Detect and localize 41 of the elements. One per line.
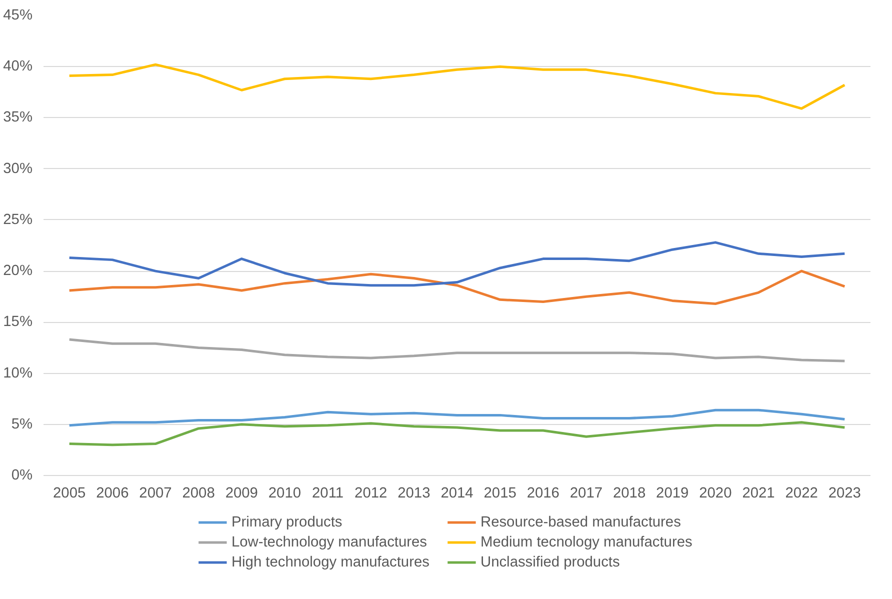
legend-label: Resource-based manufactures (480, 514, 681, 530)
x-tick-label: 2005 (53, 486, 86, 502)
legend-label: Low-technology manufactures (231, 534, 427, 550)
x-tick-label: 2013 (398, 486, 430, 502)
y-tick-label: 40% (3, 58, 33, 75)
x-tick-label: 2012 (354, 486, 388, 502)
x-tick-label: 2015 (484, 486, 516, 502)
legend-label: Medium tecnology manufactures (480, 534, 692, 550)
y-tick-label: 20% (3, 263, 33, 280)
line-series (68, 270, 846, 306)
x-tick-label: 2009 (225, 486, 258, 502)
x-tick-label: 2008 (182, 486, 215, 502)
x-tick-label: 2022 (785, 486, 818, 502)
x-tick-label: 2016 (526, 486, 560, 502)
y-tick-label: 45% (3, 8, 33, 24)
y-tick-label: 15% (3, 314, 33, 330)
line-series (68, 408, 846, 427)
y-tick-label: 10% (3, 365, 33, 382)
y-tick-label: 35% (3, 110, 33, 126)
y-tick-label: 30% (3, 160, 33, 177)
legend-label: High technology manufactures (231, 554, 430, 570)
x-tick-label: 2006 (96, 486, 129, 502)
x-tick-label: 2023 (828, 486, 861, 502)
line-series (68, 63, 846, 110)
y-tick-label: 25% (3, 212, 33, 228)
x-tick-label: 2010 (268, 486, 302, 502)
x-tick-label: 2017 (570, 486, 603, 502)
y-tick-label: 0% (11, 468, 33, 484)
x-tick-label: 2021 (742, 486, 775, 502)
x-tick-label: 2019 (656, 486, 689, 502)
x-tick-label: 2020 (699, 486, 732, 502)
x-tick-label: 2014 (440, 486, 474, 502)
legend-label: Primary products (231, 514, 342, 530)
y-tick-label: 5% (11, 416, 33, 432)
legend-label: Unclassified products (480, 554, 620, 570)
line-series (68, 241, 846, 287)
line-series (68, 421, 846, 446)
x-tick-label: 2018 (612, 486, 646, 502)
x-tick-label: 2011 (312, 486, 344, 502)
x-tick-label: 2007 (139, 486, 172, 502)
line-series (68, 338, 846, 362)
